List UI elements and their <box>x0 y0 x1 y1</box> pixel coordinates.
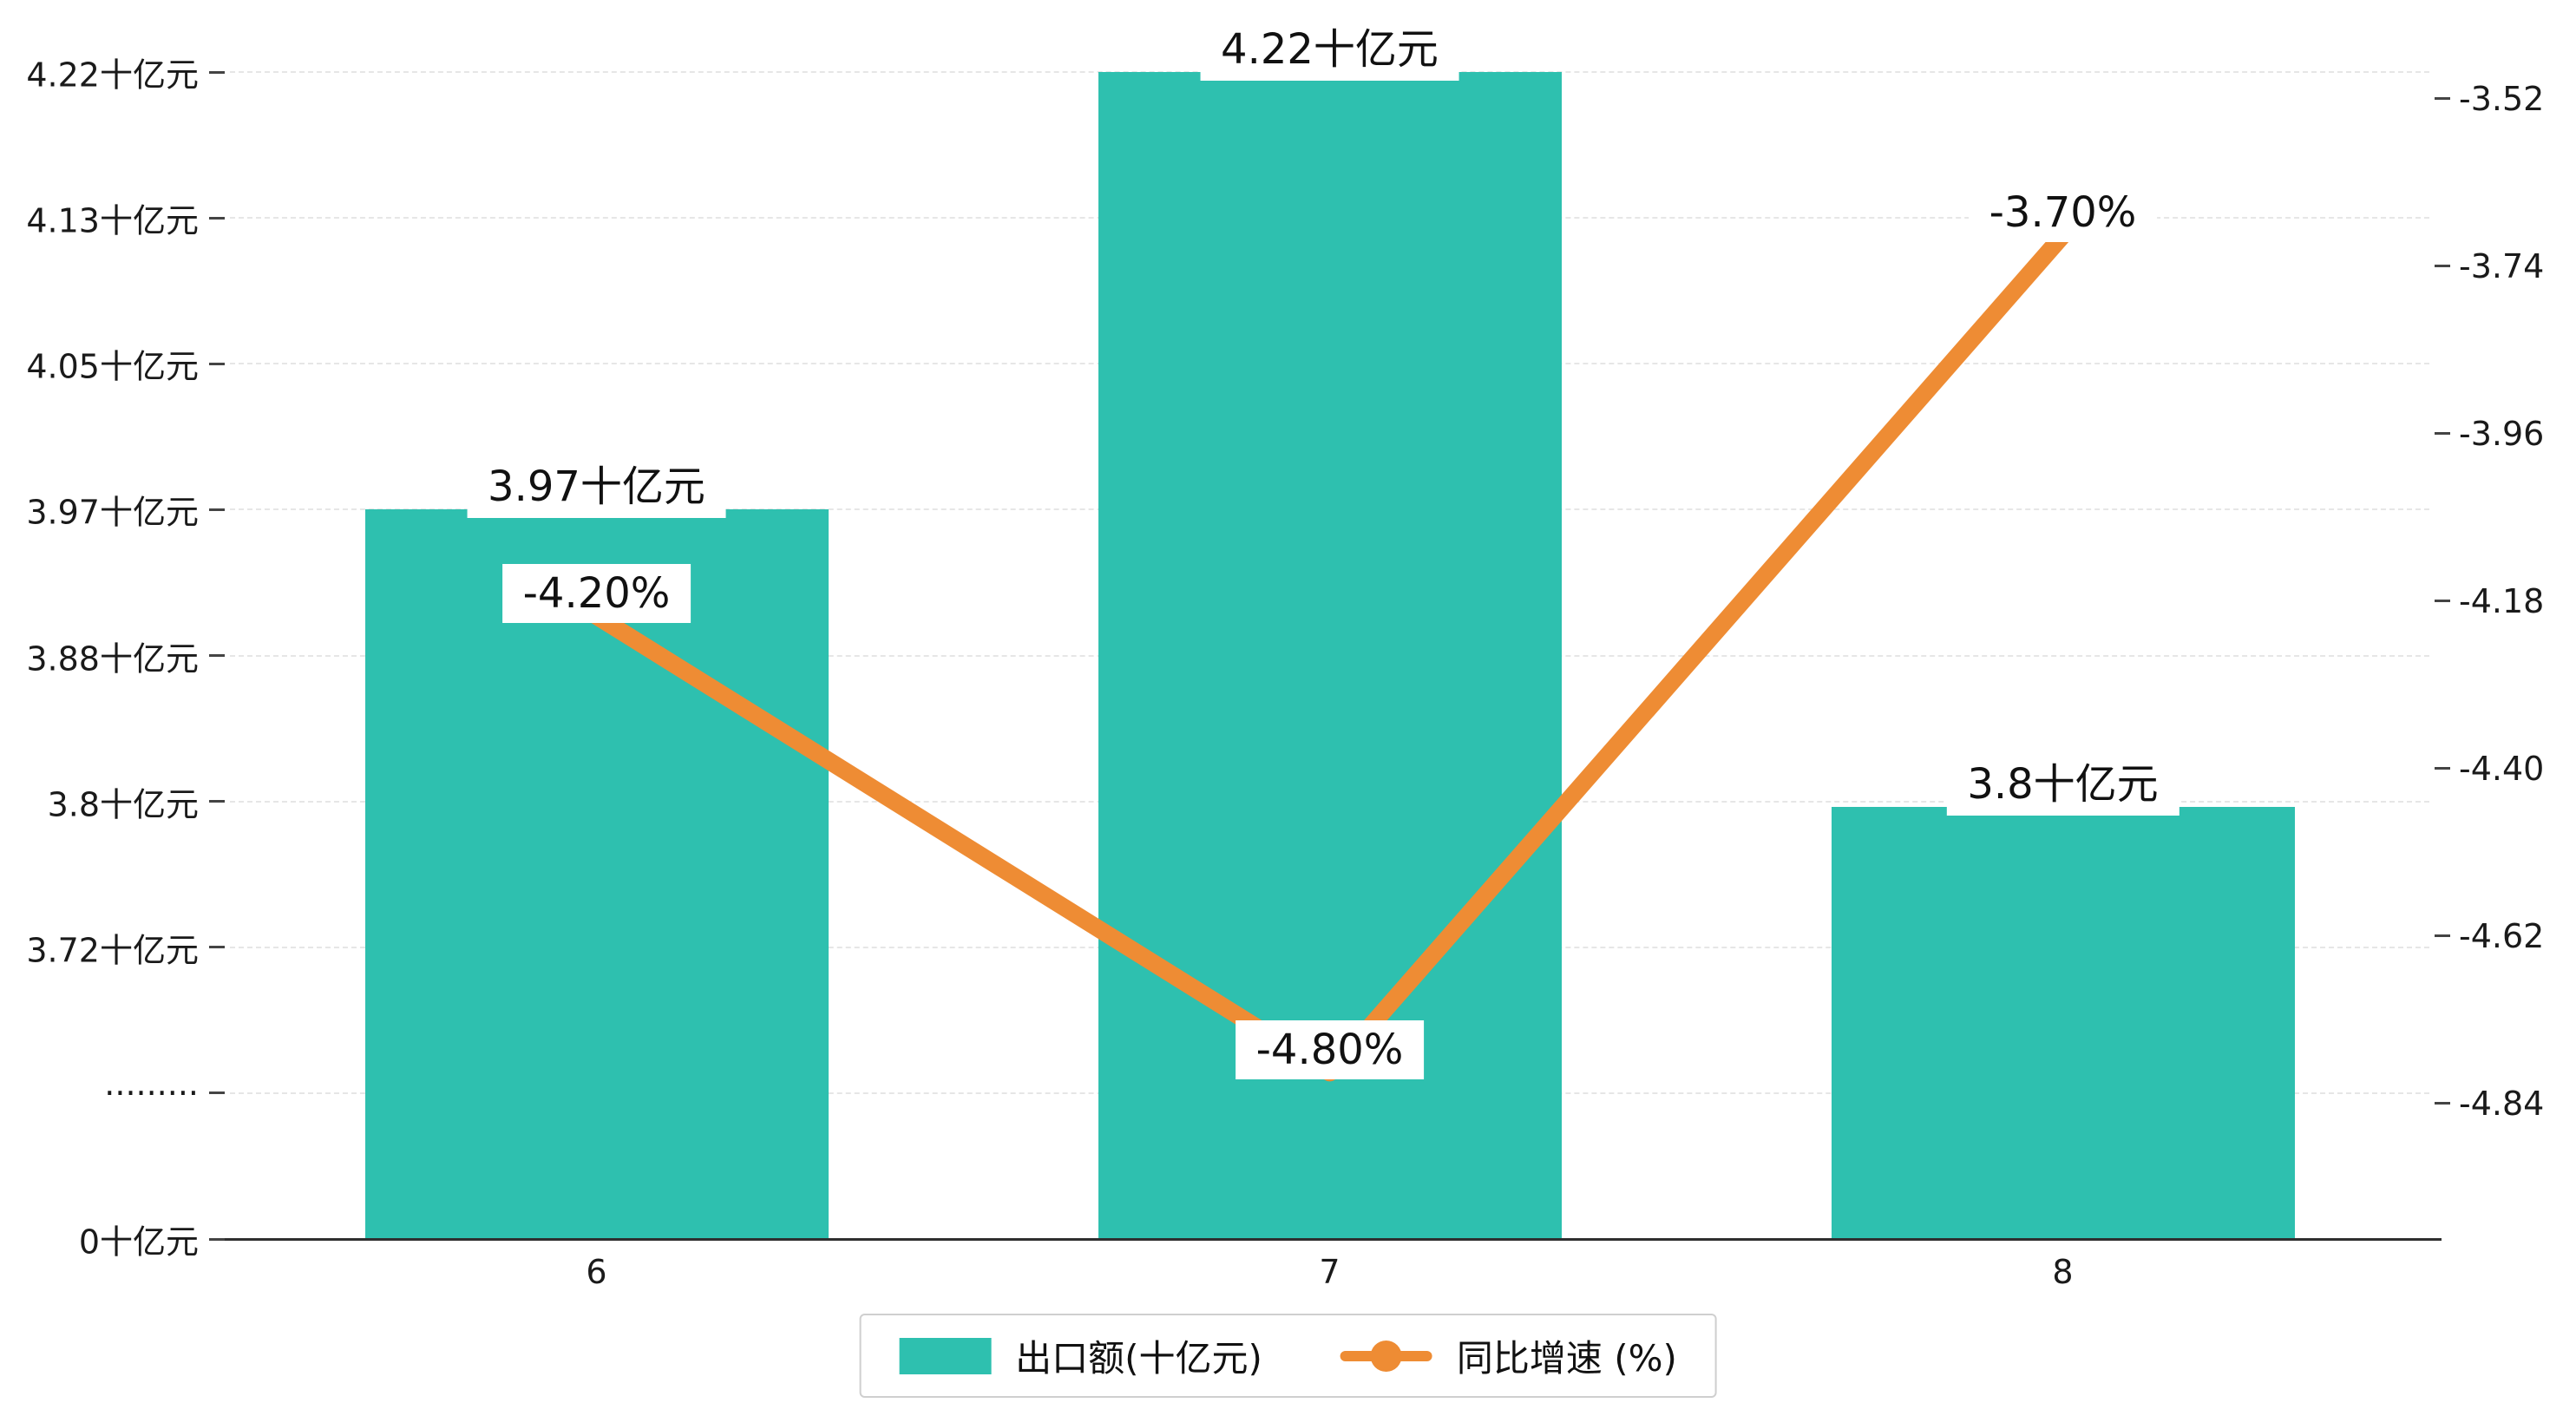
x-axis-line <box>225 1238 2442 1241</box>
y-axis-left-tick-label: 3.8十亿元 <box>47 785 199 824</box>
y-axis-right-tick-label: -3.52 <box>2459 79 2545 118</box>
y-axis-right-tick <box>2435 767 2450 770</box>
y-axis-left-tick-label: 0十亿元 <box>78 1223 199 1262</box>
y-axis-right-tick <box>2435 265 2450 267</box>
y-axis-right-tick-label: -4.62 <box>2459 916 2545 955</box>
y-axis-left-tick <box>209 800 225 803</box>
bar-value-label: 3.8十亿元 <box>1946 744 2179 816</box>
x-axis-tick-label: 8 <box>2052 1253 2074 1291</box>
y-axis-left-tick <box>209 1237 225 1241</box>
y-axis-right-tick <box>2435 97 2450 100</box>
y-axis-left-tick-label: 4.22十亿元 <box>26 56 199 95</box>
y-axis-right-tick-label: -4.18 <box>2459 581 2545 620</box>
growth-point-label: -3.70% <box>1968 183 2158 243</box>
y-axis-right-tick <box>2435 934 2450 937</box>
y-axis-left-tick-label: 4.05十亿元 <box>26 347 199 386</box>
export-series-swatch-icon <box>899 1337 992 1374</box>
y-axis-right-tick-label: -4.40 <box>2459 749 2545 788</box>
export-bar <box>364 509 829 1239</box>
legend: 出口额(十亿元) 同比增速 (%) <box>859 1314 1717 1398</box>
y-axis-left-tick <box>209 508 225 511</box>
y-axis-left-tick <box>209 654 225 657</box>
y-axis-left-tick <box>209 216 225 220</box>
y-axis-right-tick-label: -3.96 <box>2459 414 2545 453</box>
x-axis-tick-label: 6 <box>586 1253 607 1291</box>
y-axis-left-tick <box>209 362 225 365</box>
growth-point-label: -4.20% <box>501 564 692 624</box>
y-axis-left-tick-label: ········· <box>104 1073 199 1112</box>
bar-value-label: 3.97十亿元 <box>467 447 726 519</box>
y-axis-left-tick <box>209 946 225 949</box>
y-axis-right-tick-label: -4.84 <box>2459 1084 2545 1123</box>
legend-item-export: 出口额(十亿元) <box>899 1329 1262 1382</box>
y-axis-left-tick <box>209 70 225 74</box>
bar-value-label: 4.22十亿元 <box>1200 10 1459 81</box>
y-axis-right-tick <box>2435 600 2450 602</box>
legend-label-export: 出口额(十亿元) <box>1015 1337 1262 1380</box>
growth-series-line-marker-icon <box>1340 1338 1432 1374</box>
legend-label-growth: 同比增速 (%) <box>1456 1337 1677 1380</box>
y-axis-left-tick <box>209 1092 225 1095</box>
y-axis-left-tick-label: 3.88十亿元 <box>26 639 199 678</box>
y-axis-left-tick-label: 3.97十亿元 <box>26 493 199 532</box>
export-bar <box>1831 807 2295 1239</box>
x-axis-tick-label: 7 <box>1319 1253 1340 1291</box>
growth-point-label: -4.80% <box>1235 1020 1425 1080</box>
y-axis-right-tick <box>2435 1102 2450 1105</box>
y-axis-right-tick-label: -3.74 <box>2459 246 2545 285</box>
y-axis-left-tick-label: 4.13十亿元 <box>26 201 199 240</box>
y-axis-left-tick-label: 3.72十亿元 <box>26 931 199 970</box>
growth-line <box>587 226 2072 1082</box>
y-axis-right-tick <box>2435 432 2450 435</box>
legend-item-growth: 同比增速 (%) <box>1340 1329 1677 1382</box>
